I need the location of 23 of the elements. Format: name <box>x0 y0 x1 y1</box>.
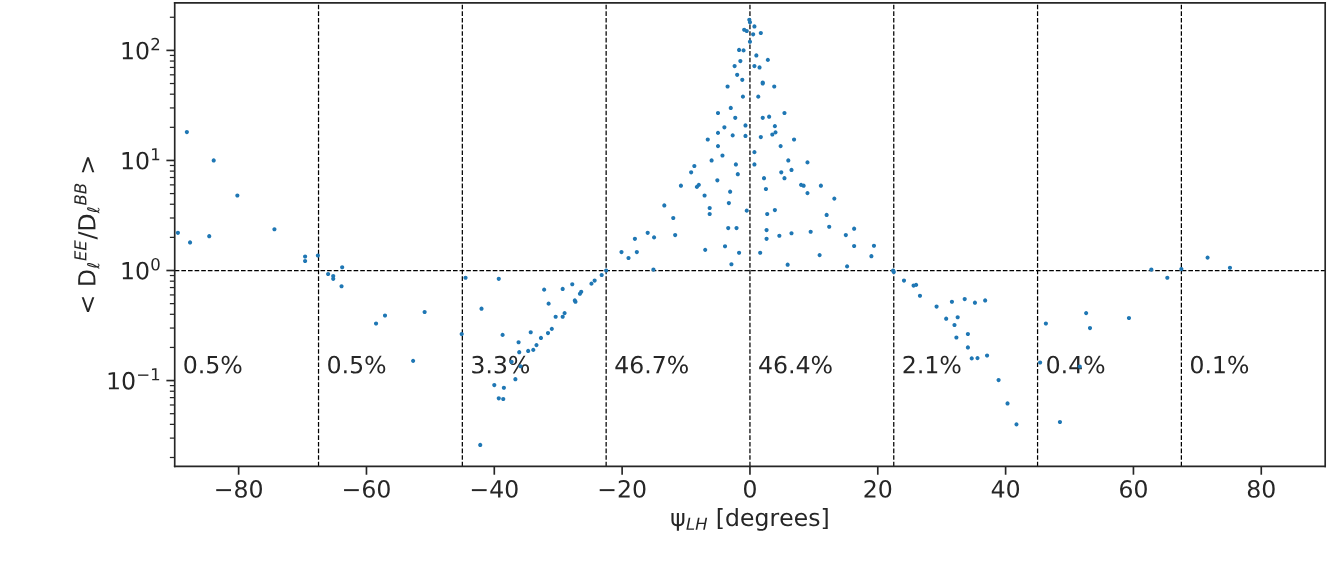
x-axis-title: ψ$_{LH}$ [degrees] <box>671 508 828 531</box>
x-tick-label: 40 <box>991 480 1020 498</box>
x-tick-label: 20 <box>864 480 892 498</box>
annotation: 46.4% <box>759 355 832 374</box>
x-tick-label: −60 <box>344 480 390 498</box>
x-tick-label: −80 <box>216 480 262 498</box>
y-tick-label: 10$^{0}$ <box>122 257 160 280</box>
y-tick-label: 10$^{2}$ <box>122 37 160 60</box>
annotation: 2.1% <box>903 355 961 374</box>
annotation: 0.5% <box>184 355 242 374</box>
x-tick-label: −20 <box>599 480 646 498</box>
y-tick-label: 10$^{1}$ <box>122 148 160 170</box>
x-tick-label: 80 <box>1247 480 1275 498</box>
annotation: 0.4% <box>1047 355 1105 374</box>
y-tick-label: 10$^{−1}$ <box>108 368 160 390</box>
x-tick-label: −40 <box>471 480 518 498</box>
annotation: 0.1% <box>1190 355 1249 374</box>
annotation: 46.7% <box>615 355 688 374</box>
annotation: 0.5% <box>328 355 386 374</box>
x-tick-label: 0 <box>744 480 756 498</box>
annotation: 3.3% <box>472 355 530 374</box>
y-axis-title: < D$_{ℓ}$$^{EE}$/D$_{ℓ}$$^{BB}$ > <box>74 157 100 312</box>
x-tick-label: 60 <box>1120 480 1147 498</box>
